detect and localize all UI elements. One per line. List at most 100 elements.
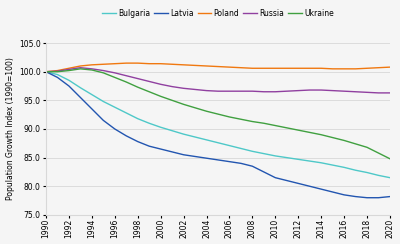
Russia: [204, 89, 209, 92]
Poland: [330, 67, 335, 70]
Latvia: [78, 96, 83, 99]
Ukraine: [204, 110, 209, 113]
Russia: [55, 70, 60, 73]
Ukraine: [330, 136, 335, 139]
Latvia: [44, 70, 48, 73]
Ukraine: [55, 70, 60, 73]
Russia: [158, 83, 163, 86]
Latvia: [319, 188, 324, 191]
Russia: [330, 89, 335, 92]
Bulgaria: [238, 147, 243, 150]
Poland: [307, 67, 312, 70]
Line: Ukraine: Ukraine: [46, 69, 390, 159]
Latvia: [365, 196, 370, 199]
Latvia: [124, 134, 129, 137]
Poland: [124, 62, 129, 65]
Poland: [193, 64, 198, 67]
Latvia: [216, 158, 220, 161]
Russia: [101, 69, 106, 72]
Bulgaria: [44, 70, 48, 73]
Latvia: [227, 160, 232, 163]
Ukraine: [44, 70, 48, 73]
Bulgaria: [388, 176, 392, 179]
Bulgaria: [216, 141, 220, 144]
Latvia: [262, 171, 266, 173]
Poland: [353, 67, 358, 70]
Russia: [170, 85, 174, 88]
Poland: [44, 70, 48, 73]
Bulgaria: [112, 106, 117, 109]
Russia: [216, 90, 220, 93]
Russia: [135, 77, 140, 80]
Poland: [273, 67, 278, 70]
Bulgaria: [181, 133, 186, 136]
Bulgaria: [124, 112, 129, 114]
Ukraine: [147, 90, 152, 93]
Latvia: [101, 119, 106, 122]
Latvia: [284, 179, 289, 182]
Poland: [78, 64, 83, 67]
Russia: [307, 89, 312, 92]
Ukraine: [376, 152, 381, 154]
Ukraine: [78, 67, 83, 70]
Latvia: [353, 195, 358, 198]
Ukraine: [227, 115, 232, 118]
Bulgaria: [66, 79, 71, 82]
Bulgaria: [135, 117, 140, 120]
Bulgaria: [319, 161, 324, 164]
Ukraine: [238, 118, 243, 121]
Poland: [181, 63, 186, 66]
Bulgaria: [204, 138, 209, 141]
Bulgaria: [330, 164, 335, 167]
Latvia: [204, 157, 209, 160]
Russia: [296, 89, 301, 92]
Poland: [376, 66, 381, 69]
Russia: [250, 90, 255, 93]
Bulgaria: [376, 174, 381, 177]
Russia: [273, 90, 278, 93]
Bulgaria: [170, 129, 174, 132]
Poland: [388, 66, 392, 69]
Russia: [147, 80, 152, 83]
Ukraine: [216, 113, 220, 116]
Latvia: [296, 182, 301, 185]
Latvia: [238, 162, 243, 165]
Bulgaria: [296, 158, 301, 161]
Latvia: [330, 191, 335, 193]
Ukraine: [342, 139, 346, 142]
Russia: [388, 92, 392, 94]
Latvia: [147, 145, 152, 148]
Poland: [365, 67, 370, 70]
Russia: [112, 71, 117, 74]
Poland: [170, 63, 174, 66]
Poland: [319, 67, 324, 70]
Ukraine: [388, 157, 392, 160]
Russia: [124, 74, 129, 77]
Latvia: [181, 153, 186, 156]
Poland: [112, 62, 117, 65]
Ukraine: [90, 69, 94, 71]
Poland: [216, 65, 220, 68]
Russia: [365, 91, 370, 94]
Latvia: [388, 195, 392, 198]
Russia: [227, 90, 232, 93]
Latvia: [250, 165, 255, 168]
Bulgaria: [147, 122, 152, 125]
Poland: [204, 64, 209, 67]
Latvia: [273, 176, 278, 179]
Poland: [284, 67, 289, 70]
Bulgaria: [353, 169, 358, 172]
Ukraine: [319, 133, 324, 136]
Latvia: [135, 140, 140, 143]
Bulgaria: [365, 171, 370, 174]
Poland: [262, 67, 266, 70]
Poland: [250, 67, 255, 70]
Bulgaria: [262, 152, 266, 155]
Bulgaria: [193, 135, 198, 138]
Russia: [66, 68, 71, 71]
Poland: [66, 67, 71, 70]
Poland: [90, 63, 94, 66]
Ukraine: [135, 86, 140, 89]
Russia: [319, 89, 324, 92]
Latvia: [376, 196, 381, 199]
